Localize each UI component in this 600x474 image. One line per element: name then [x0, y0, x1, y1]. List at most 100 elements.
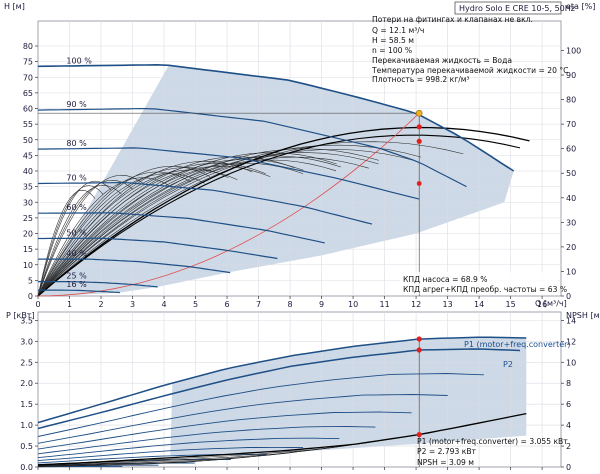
power-curve-family [37, 446, 304, 462]
efficiency-curve [37, 175, 146, 297]
y-right-tick-label: 0 [566, 463, 571, 472]
p1-series-label: P1 (motor+freq.converter) [464, 340, 571, 349]
y-right-tick-label: 60 [566, 145, 576, 154]
npsh-curve [37, 412, 527, 466]
y-tick-label: 0.0 [20, 463, 33, 472]
x-tick-label: 0 [35, 300, 40, 309]
speed-curve-label: 60 % [66, 203, 87, 212]
speed-curve-label: 40 % [66, 249, 87, 258]
y-right-tick-label: 0 [566, 292, 571, 301]
efficiency-curve [37, 156, 295, 297]
x-tick-label: 2 [98, 300, 103, 309]
speed-curve [37, 107, 467, 188]
x-tick-label: 13 [443, 300, 453, 309]
y-tick-label: 2.5 [20, 358, 33, 367]
eta-axis-label: eta [%] [566, 2, 595, 11]
y-tick-label: 25 [23, 214, 33, 223]
efficiency-point [416, 124, 422, 130]
efficiency-curve [37, 162, 304, 297]
y-tick-label: 60 [23, 105, 33, 114]
x-tick-label: 4 [161, 300, 166, 309]
info-line: Перекачиваемая жидкость = Вода [372, 56, 512, 65]
efficiency-curve [37, 185, 104, 297]
speed-curve [38, 289, 120, 294]
y-tick-label: 0 [28, 292, 33, 301]
npsh-curve-family [37, 458, 234, 467]
chart-title: Hydro Solo E CRE 10-5, 50Hz [459, 4, 575, 13]
npsh-curve-family [37, 444, 351, 467]
efficiency-point [416, 181, 422, 186]
efficiency-curve [37, 189, 96, 297]
x-tick-label: 11 [380, 300, 390, 309]
info-box: Потери на фитингах и клапанах не вкл. Q … [371, 15, 568, 84]
speed-curve [37, 147, 420, 200]
x-tick-label: 9 [319, 300, 324, 309]
y-tick-label: 2.0 [20, 379, 33, 388]
efficiency-info-background [400, 272, 558, 294]
y-right-tick-label: 4 [566, 421, 571, 430]
speed-curve [38, 237, 278, 260]
y-tick-label: 10 [23, 261, 33, 270]
info-line: Температура перекачиваемой жидкости = 20… [371, 66, 568, 75]
y-right-tick-label: 70 [566, 120, 576, 129]
speed-curve-label: 80 % [66, 139, 87, 148]
p1-point [416, 336, 422, 342]
speed-curve-label: 70 % [66, 174, 87, 183]
power-curve-family [37, 437, 340, 459]
y-tick-label: 75 [23, 58, 33, 67]
y-right-tick-label: 20 [566, 243, 576, 252]
x-tick-label: 12 [411, 300, 421, 309]
efficiency-curve [37, 171, 191, 297]
efficiency-curve [37, 177, 172, 297]
head-axis-label: H [м] [4, 2, 25, 11]
p2-point [416, 347, 422, 353]
y-right-tick-label: 14 [566, 316, 576, 325]
x-tick-label: 10 [348, 300, 358, 309]
y-right-tick-label: 6 [566, 400, 571, 409]
efficiency-curve [37, 180, 112, 297]
y-tick-label: 55 [23, 120, 33, 129]
efficiency-curve-main [37, 126, 530, 297]
power-axis-label: P [кВт] [6, 311, 35, 320]
efficiency-curve [37, 148, 379, 297]
power-curve-family [37, 373, 484, 437]
x-tick-label: 8 [287, 300, 292, 309]
info-line: n = 100 % [372, 46, 412, 55]
y-tick-label: 35 [23, 183, 33, 192]
y-right-tick-label: 90 [566, 71, 576, 80]
power-curve-family [37, 394, 448, 444]
p1-curve [37, 336, 527, 424]
flow-axis-label: Q [м³/ч] [535, 299, 567, 308]
efficiency-curve [37, 161, 253, 297]
speed-curve-label: 25 % [66, 272, 87, 281]
x-tick-label: 7 [256, 300, 261, 309]
y-right-tick-label: 40 [566, 194, 576, 203]
x-tick-label: 16 [537, 300, 547, 309]
y-tick-label: 3.0 [20, 337, 33, 346]
npsh-value-text: NPSH = 3.09 м [417, 458, 474, 467]
info-line: Потери на фитингах и клапанах не вкл. [372, 15, 533, 24]
y-tick-label: 1.0 [20, 421, 33, 430]
y-tick-label: 5 [28, 276, 33, 285]
y-right-tick-label: 12 [566, 337, 576, 346]
y-right-tick-label: 100 [566, 47, 581, 56]
y-tick-label: 40 [23, 167, 33, 176]
speed-curve [37, 63, 515, 172]
y-right-tick-label: 2 [566, 442, 571, 451]
power-info: P1 (motor+freq.converter) = 3.055 кВт P2… [417, 437, 568, 467]
y-tick-label: 15 [23, 245, 33, 254]
efficiency-point [416, 138, 422, 144]
y-tick-label: 30 [23, 198, 33, 207]
p2-value-text: P2 = 2.793 кВт [417, 447, 477, 456]
speed-curve [38, 281, 158, 288]
npsh-curve-family [37, 452, 292, 467]
efficiency-curve [37, 180, 134, 297]
efficiency-curve [37, 167, 229, 297]
efficiency-curve [37, 173, 205, 297]
p1-value-text: P1 (motor+freq.converter) = 3.055 кВт [417, 437, 568, 446]
x-tick-label: 14 [474, 300, 484, 309]
head-panel: 100 % 90 % 80 % 70 % 60 % 50 % 40 % 25 %16 % 0 1… [4, 1, 595, 309]
power-panel: 0.0 0.5 1.0 1.5 2.0 2.5 3.0 3.5 0 2 4 6 8 10 12 14 P [к… [6, 311, 600, 472]
speed-curve [37, 181, 373, 225]
chart-title-box [454, 1, 562, 15]
